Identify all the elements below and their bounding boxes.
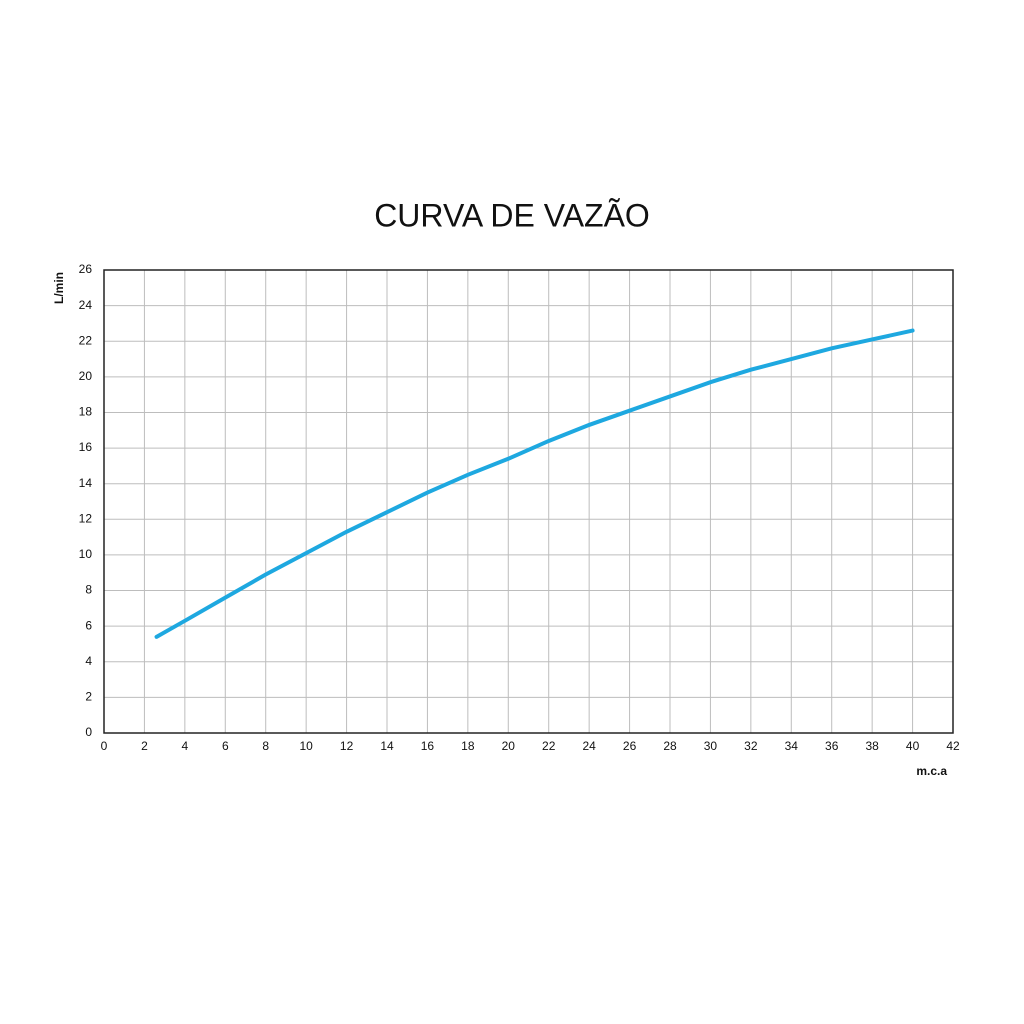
- y-tick-label: 6: [85, 618, 92, 632]
- y-tick-label: 18: [79, 405, 93, 419]
- x-tick-label: 16: [421, 739, 435, 753]
- x-tick-label: 6: [222, 739, 229, 753]
- x-axis-label: m.c.a: [916, 764, 947, 778]
- x-tick-label: 10: [299, 739, 313, 753]
- y-tick-label: 10: [79, 547, 93, 561]
- y-axis-label: L/min: [52, 272, 66, 304]
- x-tick-label: 8: [262, 739, 269, 753]
- y-tick-label: 0: [85, 725, 92, 739]
- y-tick-label: 26: [79, 262, 93, 276]
- x-tick-label: 42: [946, 739, 960, 753]
- x-tick-label: 28: [663, 739, 677, 753]
- x-tick-label: 38: [865, 739, 879, 753]
- y-tick-label: 4: [85, 654, 92, 668]
- x-tick-label: 26: [623, 739, 637, 753]
- x-tick-label: 18: [461, 739, 475, 753]
- x-tick-label: 0: [101, 739, 108, 753]
- y-tick-label: 8: [85, 583, 92, 597]
- plot-frame: [103, 269, 954, 734]
- x-tick-label: 2: [141, 739, 148, 753]
- y-tick-label: 12: [79, 511, 93, 525]
- y-tick-label: 14: [79, 476, 93, 490]
- y-tick-label: 2: [85, 690, 92, 704]
- x-tick-label: 30: [704, 739, 718, 753]
- y-tick-label: 22: [79, 333, 93, 347]
- y-tick-label: 24: [79, 298, 93, 312]
- x-tick-label: 34: [785, 739, 799, 753]
- x-tick-label: 40: [906, 739, 920, 753]
- data-line: [154, 328, 915, 639]
- x-tick-label: 22: [542, 739, 556, 753]
- y-tick-label: 20: [79, 369, 93, 383]
- chart-title: CURVA DE VAZÃO: [374, 197, 650, 233]
- x-tick-label: 36: [825, 739, 839, 753]
- x-tick-label: 12: [340, 739, 354, 753]
- x-tick-label: 24: [582, 739, 596, 753]
- x-tick-label: 32: [744, 739, 758, 753]
- y-tick-label: 16: [79, 440, 93, 454]
- x-tick-label: 14: [380, 739, 394, 753]
- x-tick-label: 20: [502, 739, 516, 753]
- x-tick-label: 4: [182, 739, 189, 753]
